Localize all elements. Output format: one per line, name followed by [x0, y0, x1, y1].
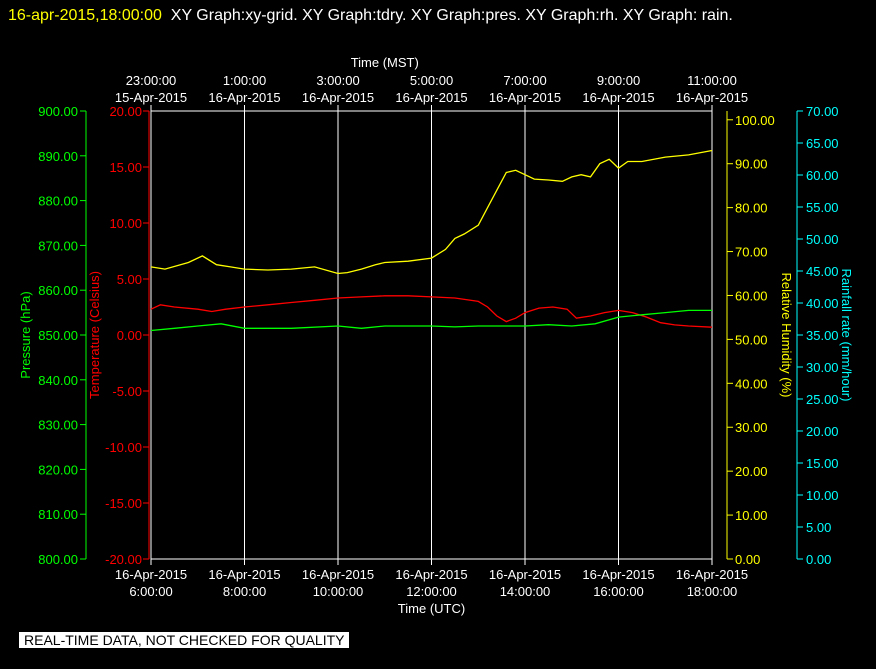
rainfall-tick-label: 50.00 [806, 232, 839, 247]
humidity-tick-label: 40.00 [735, 376, 768, 391]
rainfall-tick-label: 30.00 [806, 360, 839, 375]
x-tick-label-time: 14:00:00 [500, 584, 551, 599]
temperature-series-line [150, 295, 713, 328]
pressure-tick-label: 810.00 [38, 507, 78, 522]
pressure-tick-label: 880.00 [38, 194, 78, 209]
x-tick-label-date: 16-Apr-2015 [676, 567, 748, 582]
humidity-tick-label: 70.00 [735, 245, 768, 260]
pressure-tick-label: 840.00 [38, 373, 78, 388]
top-tick-label-time: 3:00:00 [316, 73, 359, 88]
rainfall-tick-label: 70.00 [806, 104, 839, 119]
x-tick-label-date: 16-Apr-2015 [115, 567, 187, 582]
x-tick-label-date: 16-Apr-2015 [208, 567, 280, 582]
x-tick-label-time: 10:00:00 [313, 584, 364, 599]
x-tick-label-time: 18:00:00 [687, 584, 738, 599]
humidity-tick-label: 100.00 [735, 113, 775, 128]
top-tick-label-date: 16-Apr-2015 [676, 90, 748, 105]
x-axis-label: Time (UTC) [398, 601, 465, 616]
pressure-tick-label: 830.00 [38, 418, 78, 433]
temperature-tick-label: 20.00 [109, 104, 142, 119]
top-tick-label-date: 15-Apr-2015 [115, 90, 187, 105]
x-tick-label-time: 16:00:00 [593, 584, 644, 599]
top-tick-label-date: 16-Apr-2015 [395, 90, 467, 105]
chart-header: 16-apr-2015,18:00:00 XY Graph:xy-grid. X… [8, 2, 868, 29]
rainfall-tick-label: 40.00 [806, 296, 839, 311]
humidity-tick-label: 60.00 [735, 288, 768, 303]
top-tick-label-time: 1:00:00 [223, 73, 266, 88]
quality-notice: REAL-TIME DATA, NOT CHECKED FOR QUALITY [19, 632, 350, 648]
humidity-axis-title: Relative Humidity (%) [779, 273, 794, 398]
pressure-tick-label: 870.00 [38, 238, 78, 253]
top-tick-label-time: 9:00:00 [597, 73, 640, 88]
pressure-tick-label: 820.00 [38, 462, 78, 477]
top-tick-label-time: 11:00:00 [687, 73, 737, 88]
temperature-tick-label: -15.00 [105, 496, 142, 511]
pressure-tick-label: 900.00 [38, 104, 78, 119]
x-tick-label-date: 16-Apr-2015 [489, 567, 561, 582]
temperature-tick-label: -5.00 [112, 384, 142, 399]
rainfall-tick-label: 65.00 [806, 136, 839, 151]
rainfall-tick-label: 45.00 [806, 264, 839, 279]
humidity-tick-label: 50.00 [735, 332, 768, 347]
pressure-tick-label: 860.00 [38, 283, 78, 298]
temperature-tick-label: 5.00 [117, 272, 142, 287]
top-tick-label-time: 5:00:00 [410, 73, 453, 88]
humidity-tick-label: 10.00 [735, 508, 768, 523]
rainfall-tick-label: 5.00 [806, 520, 831, 535]
top-tick-label-time: 7:00:00 [503, 73, 546, 88]
rainfall-axis-title: Rainfall rate (mm/hour) [839, 269, 854, 402]
temperature-axis-title: Temperature (Celsius) [87, 271, 102, 399]
x-tick-label-date: 16-Apr-2015 [582, 567, 654, 582]
humidity-tick-label: 20.00 [735, 464, 768, 479]
pressure-tick-label: 890.00 [38, 149, 78, 164]
humidity-tick-label: 0.00 [735, 552, 760, 567]
top-tick-label-date: 16-Apr-2015 [302, 90, 374, 105]
humidity-tick-label: 80.00 [735, 201, 768, 216]
temperature-tick-label: 15.00 [109, 160, 142, 175]
humidity-tick-label: 30.00 [735, 420, 768, 435]
pressure-tick-label: 850.00 [38, 328, 78, 343]
header-graph-list: XY Graph:xy-grid. XY Graph:tdry. XY Grap… [170, 7, 733, 24]
pressure-tick-label: 800.00 [38, 552, 78, 567]
pressure-axis-title: Pressure (hPa) [18, 291, 33, 378]
x-tick-label-time: 8:00:00 [223, 584, 266, 599]
temperature-tick-label: -10.00 [105, 440, 142, 455]
temperature-tick-label: 0.00 [117, 328, 142, 343]
top-tick-label-date: 16-Apr-2015 [208, 90, 280, 105]
rainfall-tick-label: 60.00 [806, 168, 839, 183]
rainfall-tick-label: 0.00 [806, 552, 831, 567]
x-tick-label-time: 12:00:00 [406, 584, 457, 599]
x-tick-label-time: 6:00:00 [129, 584, 172, 599]
rainfall-tick-label: 20.00 [806, 424, 839, 439]
pressure-series-line [150, 309, 712, 332]
x-tick-label-date: 16-Apr-2015 [302, 567, 374, 582]
rainfall-tick-label: 15.00 [806, 456, 839, 471]
rainfall-tick-label: 10.00 [806, 488, 839, 503]
humidity-tick-label: 90.00 [735, 157, 768, 172]
temperature-tick-label: -20.00 [105, 552, 142, 567]
temperature-tick-label: 10.00 [109, 216, 142, 231]
top-tick-label-time: 23:00:00 [126, 73, 177, 88]
header-timestamp: 16-apr-2015,18:00:00 [8, 7, 162, 24]
x-tick-label-date: 16-Apr-2015 [395, 567, 467, 582]
top-axis-label: Time (MST) [351, 55, 419, 70]
top-tick-label-date: 16-Apr-2015 [582, 90, 654, 105]
rainfall-tick-label: 25.00 [806, 392, 839, 407]
rainfall-tick-label: 35.00 [806, 328, 839, 343]
rainfall-tick-label: 55.00 [806, 200, 839, 215]
humidity-series-line [150, 149, 713, 275]
top-tick-label-date: 16-Apr-2015 [489, 90, 561, 105]
